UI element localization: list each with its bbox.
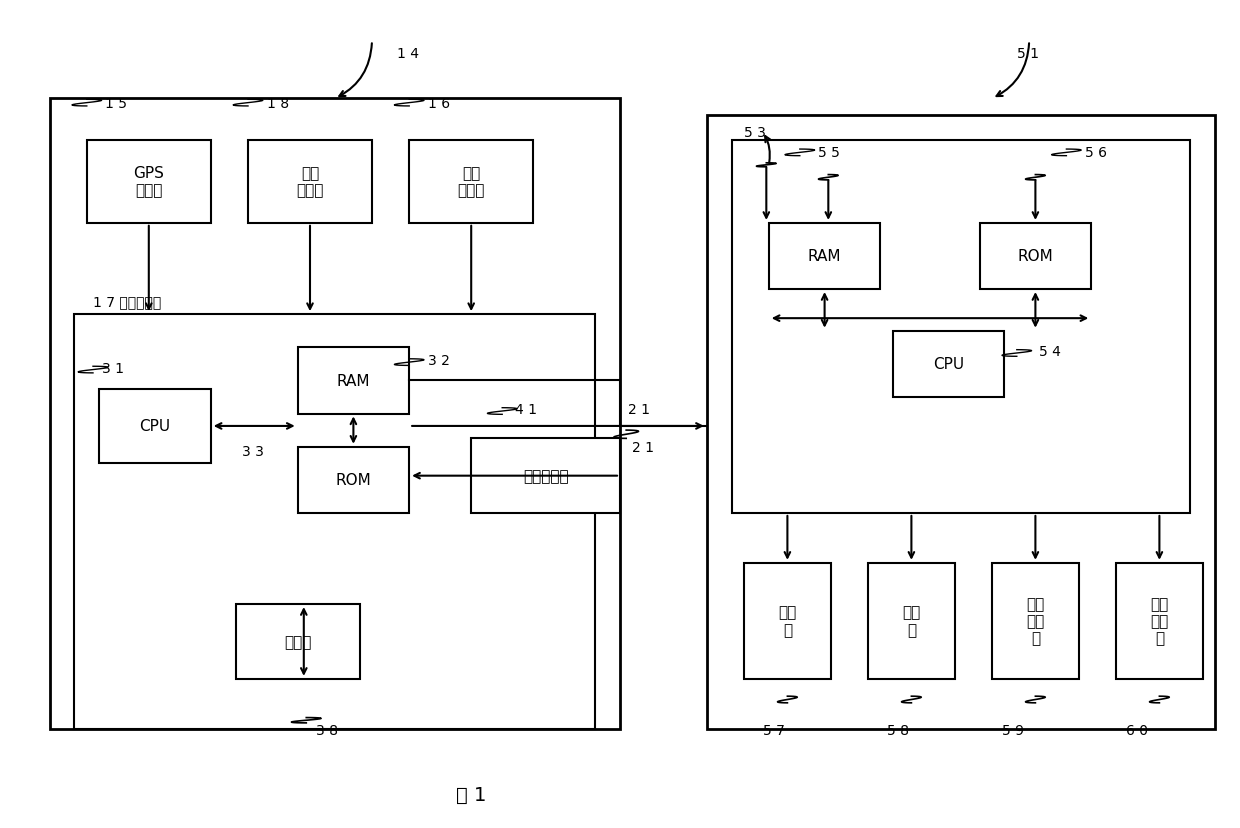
FancyBboxPatch shape	[868, 563, 955, 679]
Text: 5 3: 5 3	[744, 126, 766, 139]
Text: 3 2: 3 2	[428, 354, 450, 367]
FancyBboxPatch shape	[744, 563, 831, 679]
Text: CPU: CPU	[932, 357, 965, 372]
Text: GPS
传感器: GPS 传感器	[134, 166, 164, 199]
Text: ROM: ROM	[336, 473, 371, 488]
Text: 5 4: 5 4	[1039, 345, 1061, 359]
FancyBboxPatch shape	[236, 604, 360, 679]
FancyBboxPatch shape	[50, 99, 620, 729]
FancyBboxPatch shape	[707, 116, 1215, 729]
Text: 1 8: 1 8	[267, 97, 289, 110]
Text: 声音
输出
部: 声音 输出 部	[1151, 596, 1168, 646]
Text: 3 8: 3 8	[316, 724, 339, 737]
Text: 图 1: 图 1	[456, 786, 486, 804]
Text: 5 6: 5 6	[1085, 147, 1107, 160]
FancyBboxPatch shape	[87, 141, 211, 224]
Text: 1 7 导航处理部: 1 7 导航处理部	[93, 296, 161, 309]
Text: RAM: RAM	[336, 373, 371, 388]
Text: 5 1: 5 1	[1017, 47, 1039, 60]
Text: 2 1: 2 1	[632, 440, 655, 454]
FancyBboxPatch shape	[409, 141, 533, 224]
Text: ROM: ROM	[1018, 249, 1053, 264]
Text: 数据
记录部: 数据 记录部	[458, 166, 485, 199]
Text: RAM: RAM	[807, 249, 842, 264]
Text: 4 1: 4 1	[515, 403, 537, 416]
Text: 5 9: 5 9	[1002, 724, 1024, 737]
FancyBboxPatch shape	[298, 447, 409, 513]
Text: 显示
部: 显示 部	[903, 604, 920, 638]
Text: 声音
输入
部: 声音 输入 部	[1027, 596, 1044, 646]
Text: CPU: CPU	[139, 419, 171, 434]
Text: 2 1: 2 1	[627, 403, 650, 417]
FancyBboxPatch shape	[248, 141, 372, 224]
FancyBboxPatch shape	[980, 224, 1091, 290]
FancyBboxPatch shape	[74, 315, 595, 729]
FancyBboxPatch shape	[992, 563, 1079, 679]
Text: 3 1: 3 1	[102, 362, 124, 375]
Text: 5 8: 5 8	[887, 724, 909, 737]
FancyBboxPatch shape	[893, 331, 1004, 397]
Text: 方位
传感器: 方位 传感器	[296, 166, 324, 199]
Text: 1 6: 1 6	[428, 97, 450, 110]
Text: 1 5: 1 5	[105, 97, 128, 110]
FancyBboxPatch shape	[298, 348, 409, 414]
Text: 操作
部: 操作 部	[779, 604, 796, 638]
FancyBboxPatch shape	[1116, 563, 1203, 679]
Text: 3 3: 3 3	[242, 445, 264, 458]
FancyBboxPatch shape	[99, 389, 211, 464]
Text: 5 7: 5 7	[763, 724, 785, 737]
Text: 1 4: 1 4	[397, 47, 419, 60]
Text: 5 5: 5 5	[818, 147, 841, 160]
Text: 6 0: 6 0	[1126, 724, 1148, 737]
FancyBboxPatch shape	[732, 141, 1190, 513]
FancyBboxPatch shape	[769, 224, 880, 290]
Text: 通信部: 通信部	[284, 634, 311, 649]
Text: 车速传感器: 车速传感器	[523, 469, 568, 484]
FancyBboxPatch shape	[471, 439, 620, 513]
